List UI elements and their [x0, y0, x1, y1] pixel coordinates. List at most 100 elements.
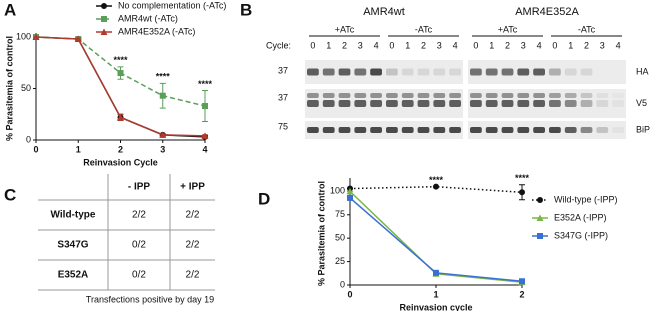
band [307, 127, 319, 133]
band [517, 100, 530, 107]
table-cell: S347G [57, 240, 88, 251]
band [370, 93, 382, 98]
band [612, 127, 624, 133]
band [533, 68, 545, 76]
band [580, 127, 593, 133]
lane-label: 4 [616, 40, 621, 50]
band [549, 93, 561, 98]
lane-label: 4 [537, 40, 542, 50]
marker [519, 278, 525, 285]
marker [100, 28, 108, 35]
annotation: **** [429, 175, 444, 185]
marker [202, 103, 208, 110]
table-cell: 2/2 [132, 210, 146, 221]
lane-label: 0 [552, 40, 557, 50]
y-tick-label: 75 [335, 209, 345, 219]
band [501, 127, 514, 133]
band [501, 93, 514, 98]
annotation: **** [113, 55, 128, 65]
condition-label: -ATc [578, 24, 596, 34]
marker [159, 92, 166, 99]
marker [159, 131, 167, 138]
marker [346, 187, 354, 195]
legend-label: AMR4E352A (-ATc) [118, 26, 195, 36]
band [549, 127, 561, 133]
marker [536, 214, 544, 221]
band [370, 100, 382, 107]
y-axis-label: % Parasitemia of control [4, 36, 14, 141]
table-cell: 0/2 [132, 270, 146, 281]
panel-letter: D [258, 189, 270, 208]
table-cell: 2/2 [186, 240, 200, 251]
legend-label: S347G (-IPP) [554, 230, 608, 240]
marker [519, 189, 525, 196]
x-axis-label: Reinvasion Cycle [83, 157, 158, 167]
lane-label: 2 [584, 40, 589, 50]
band [580, 68, 593, 76]
table-header: - IPP [128, 182, 151, 193]
band [322, 127, 335, 133]
y-tick-label: 100 [330, 186, 345, 196]
band [417, 93, 430, 98]
x-tick-label: 1 [76, 144, 81, 154]
table-cell: Wild-type [51, 210, 96, 221]
series-line [349, 185, 523, 194]
band [564, 68, 577, 76]
band-label: V5 [636, 98, 647, 108]
band [580, 93, 593, 98]
series-line [35, 36, 206, 137]
band [354, 93, 367, 98]
marker [101, 3, 107, 9]
band-label: BiP [636, 124, 650, 134]
marker [101, 16, 107, 22]
x-tick-label: 1 [433, 289, 438, 299]
band [533, 93, 545, 98]
lane-label: 0 [473, 40, 478, 50]
x-tick-label: 2 [519, 289, 524, 299]
band [470, 100, 482, 107]
band [322, 93, 335, 98]
marker [433, 269, 439, 276]
band [417, 127, 430, 133]
band [417, 100, 430, 107]
marker [433, 183, 439, 190]
band [564, 93, 577, 98]
band [449, 68, 461, 76]
band [517, 68, 530, 76]
band [401, 68, 414, 76]
band [501, 68, 514, 76]
band [433, 100, 446, 107]
band [533, 127, 545, 133]
lane-label: 1 [489, 40, 494, 50]
table-caption: Transfections positive by day 19 [86, 294, 214, 304]
band [386, 93, 398, 98]
band [533, 100, 545, 107]
band [370, 68, 382, 76]
cycle-label: Cycle: [266, 40, 291, 50]
lane-label: 4 [453, 40, 458, 50]
y-tick-label: 50 [21, 83, 31, 93]
band [470, 68, 482, 76]
annotation: **** [156, 72, 171, 82]
band [485, 100, 498, 107]
blot-title: AMR4E352A [515, 6, 579, 18]
x-tick-label: 4 [202, 144, 207, 154]
band [338, 100, 351, 107]
series-line [349, 190, 523, 283]
table-cell: E352A [58, 270, 89, 281]
band [449, 100, 461, 107]
annotation: **** [515, 173, 530, 183]
lane-label: 1 [405, 40, 410, 50]
band [517, 127, 530, 133]
lane-label: 2 [342, 40, 347, 50]
marker [347, 194, 353, 201]
band [401, 93, 414, 98]
legend-label: No complementation (-ATc) [118, 0, 226, 10]
band [433, 93, 446, 98]
band [354, 127, 367, 133]
lane-label: 3 [358, 40, 363, 50]
x-tick-label: 0 [347, 289, 352, 299]
blot-title: AMR4wt [363, 6, 405, 18]
panel-letter: A [4, 0, 16, 19]
